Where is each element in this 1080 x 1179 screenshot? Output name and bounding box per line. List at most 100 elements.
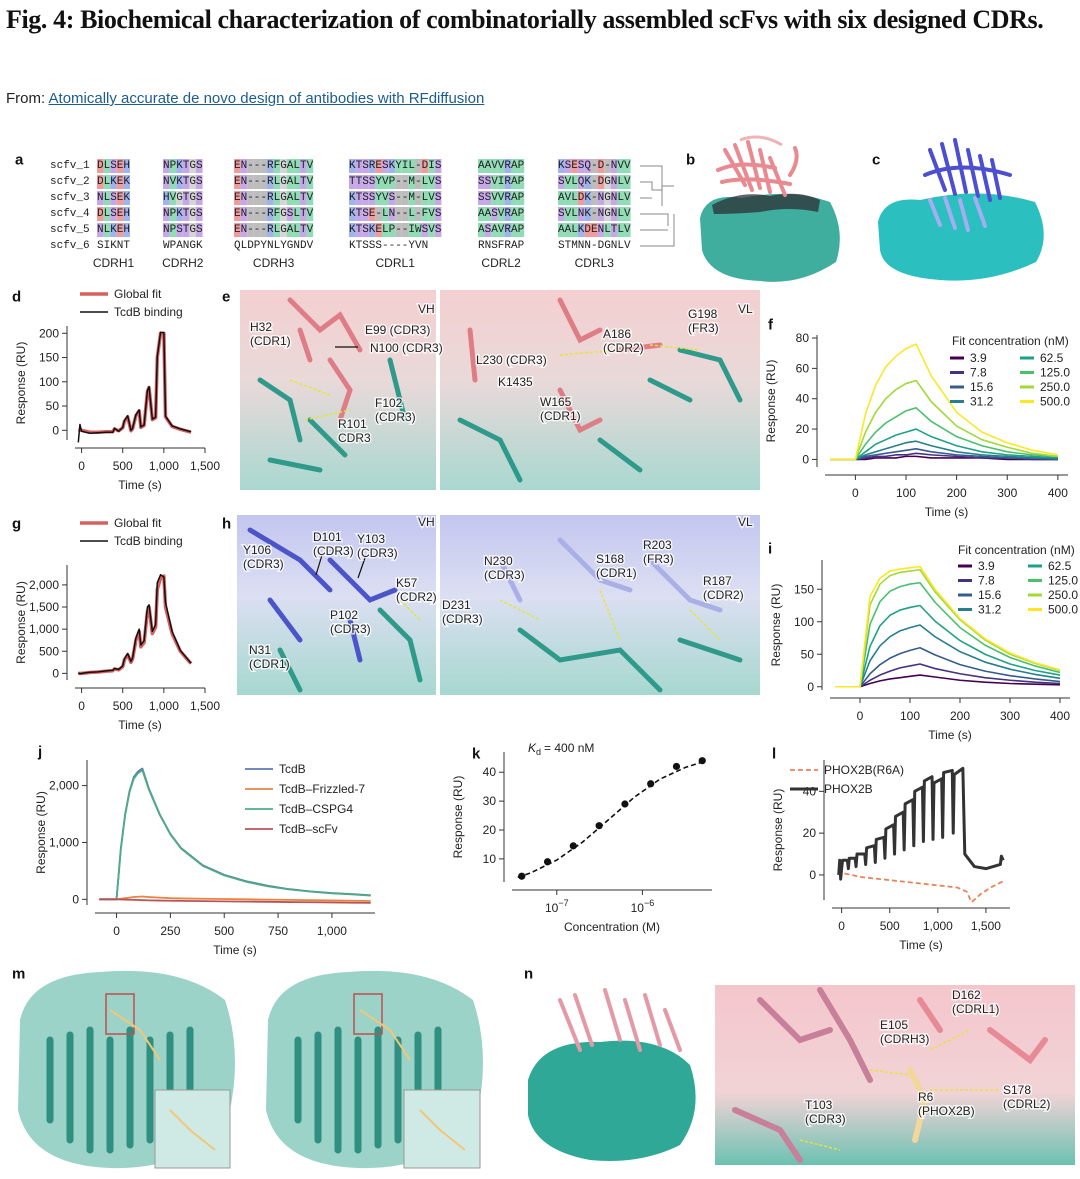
residue-highlight [293, 223, 300, 237]
residue-highlight [617, 223, 624, 237]
x-tick-label: 250 [160, 924, 180, 938]
cdr-sequence: SSVVRAP [478, 192, 525, 204]
data-line [835, 674, 1061, 688]
x-tick-label: 400 [1048, 486, 1068, 500]
residue-highlight [564, 207, 572, 221]
legend-title: Fit concentration (nM) [958, 543, 1075, 557]
residue-highlight [103, 207, 111, 221]
sequence-name: scfv_1 [50, 160, 90, 172]
residue-highlight [497, 191, 505, 205]
residue-highlight [577, 191, 585, 205]
residue-highlight [163, 175, 170, 189]
y-tick-label: 0 [809, 868, 816, 882]
residue-highlight [624, 175, 631, 189]
residue-highlight [97, 223, 104, 237]
chart: 0 500 1,000 1,500 2,000 0 500 1,000 1,500 Time (s… [14, 516, 220, 732]
data-point [543, 858, 552, 866]
cdr-sequence: KSESQ-D-NVV [558, 160, 631, 172]
residue-label: N230 [484, 554, 513, 568]
x-tick-label: 1,500 [190, 699, 220, 713]
residue-highlight [558, 191, 565, 205]
x-tick-label: 200 [947, 486, 967, 500]
residue-highlight [428, 175, 435, 189]
residue-highlight [306, 159, 314, 173]
x-axis-title: Concentration (M) [564, 920, 660, 934]
residue-highlight [395, 159, 402, 173]
residue-highlight [388, 159, 396, 173]
residue-highlight [163, 223, 170, 237]
residue-highlight [577, 175, 585, 189]
residue-highlight [234, 223, 241, 237]
residue-highlight [196, 159, 203, 173]
residue-highlight [182, 159, 190, 173]
data-point [595, 822, 603, 830]
residue-highlight [571, 191, 578, 205]
residue-highlight [591, 207, 598, 221]
y-axis-title: Response (RU) [14, 581, 28, 664]
residue-highlight [428, 223, 435, 237]
residue-highlight [260, 223, 267, 237]
residue-highlight [182, 175, 190, 189]
source-link[interactable]: Atomically accurate de novo design of an… [48, 90, 485, 107]
residue-highlight [280, 223, 287, 237]
residue-highlight [434, 207, 442, 221]
residue-highlight [300, 159, 307, 173]
x-tick-label: 100 [896, 486, 916, 500]
residue-highlight [375, 207, 382, 221]
cdr-sequence: STMNN-DGNLV [558, 240, 631, 252]
legend-label: 250.0 [1040, 380, 1070, 394]
x-tick-label: 10−7 [545, 898, 569, 915]
legend-label: 15.6 [970, 380, 994, 394]
structure-h [237, 515, 760, 695]
residue-highlight [484, 191, 492, 205]
cdr-sequence: KTSKELP--IWSVS [349, 224, 442, 236]
cdr-sequence: DLKEK [97, 176, 130, 188]
legend-label: TcdB–Frizzled-7 [279, 782, 365, 796]
tick-base: 10 [545, 901, 559, 915]
x-axis-title: Time (s) [928, 728, 972, 742]
residue-highlight [504, 207, 511, 221]
residue-label: (CDR2) [703, 588, 744, 602]
residue-label: F102 [375, 396, 403, 410]
residue-highlight [182, 223, 190, 237]
residue-highlight [484, 159, 492, 173]
residue-label: R6 [918, 1090, 934, 1104]
residue-highlight [349, 175, 356, 189]
x-tick-label: 1,500 [190, 459, 220, 473]
residue-highlight [428, 191, 435, 205]
residue-highlight [355, 191, 363, 205]
cdr-sequence: DLSEH [97, 160, 130, 172]
residue-highlight [273, 223, 281, 237]
residue-highlight [497, 223, 505, 237]
residue-highlight [484, 175, 492, 189]
residue-highlight [484, 223, 492, 237]
data-point [647, 780, 655, 788]
sequence-name: scfv_2 [50, 176, 90, 188]
y-tick-label: 500 [39, 644, 59, 658]
y-tick-label: 200 [39, 326, 59, 340]
residue-highlight [189, 191, 196, 205]
y-tick-label: 20 [796, 422, 810, 436]
data-line [835, 581, 1061, 688]
x-tick-label: 750 [268, 924, 288, 938]
data-line [830, 440, 1058, 461]
cdr-sequence: AALKDENLTLV [558, 224, 631, 236]
residue-highlight [182, 191, 190, 205]
residue-highlight [388, 175, 396, 189]
annotation-subscript: d [536, 747, 541, 757]
cdr-sequence: NLSEK [97, 192, 130, 204]
residue-highlight [564, 175, 572, 189]
residue-highlight [189, 175, 196, 189]
cdr-sequence: NPKTGS [163, 208, 203, 220]
residue-highlight [247, 175, 254, 189]
residue-label: E99 (CDR3) [365, 323, 430, 337]
panel-label: d [12, 289, 21, 306]
cdr-sequence: SSVIRAP [478, 176, 525, 188]
chart: 0 1,000 2,000 0 250 500 750 1,000 Time (s) Respon… [34, 760, 375, 957]
residue-highlight [97, 175, 104, 189]
x-axis-title: Time (s) [213, 943, 257, 957]
y-tick-label: 20 [803, 826, 817, 840]
panel-label: j [37, 744, 42, 761]
legend-label: TcdB binding [114, 305, 183, 319]
residue-highlight [169, 175, 177, 189]
